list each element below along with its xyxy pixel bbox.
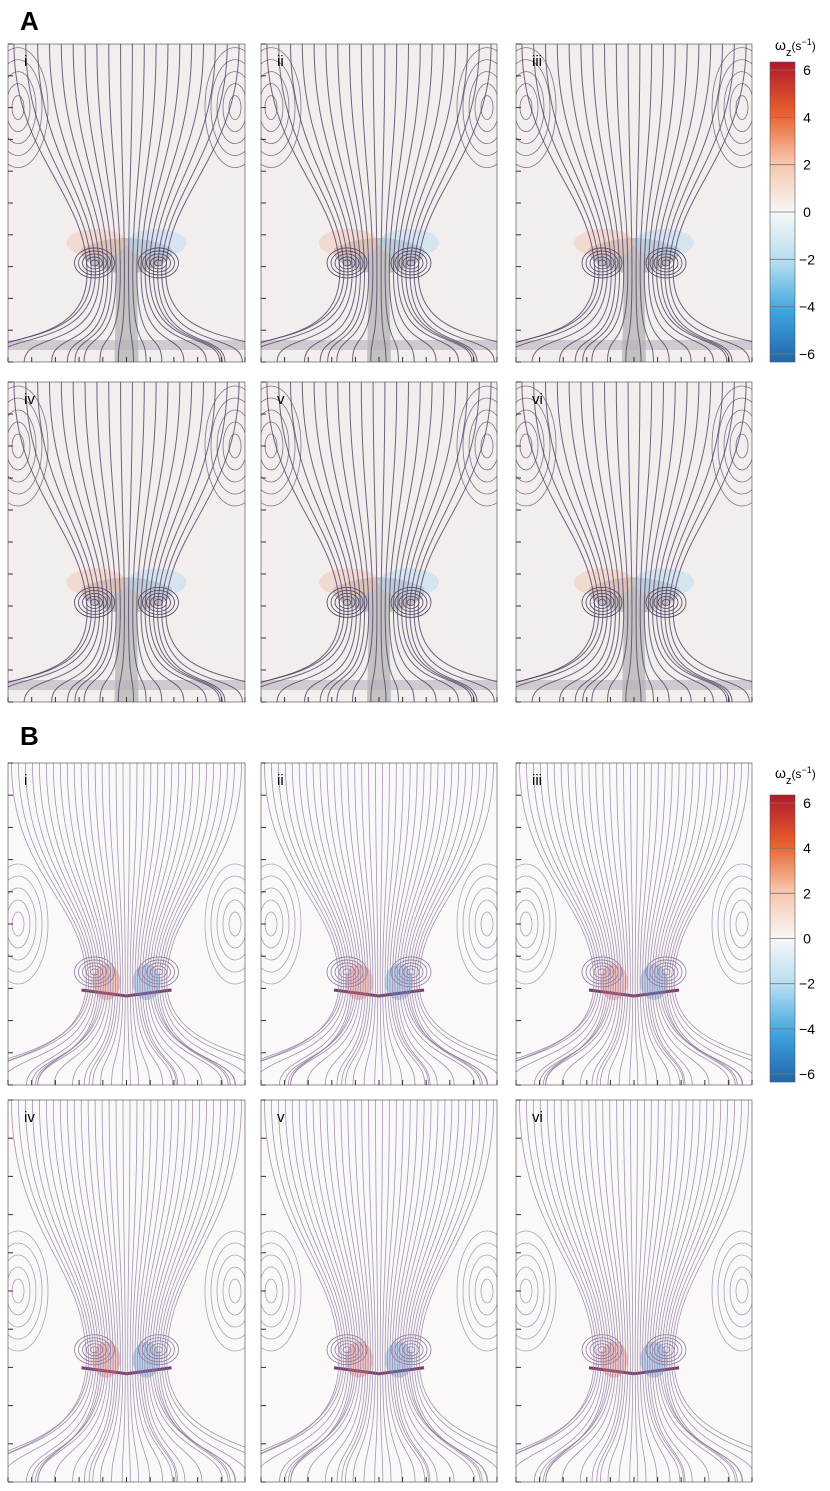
colorbar-tick-label: −6 [799,1066,815,1082]
colorbar-tick-label: −2 [799,251,815,267]
colorbar-title-part: ω [775,37,786,53]
panel-label: B [20,721,39,751]
subpanel: v [221,1100,551,1482]
colorbar-title-part: ω [775,765,786,781]
colorbar-tick-label: 0 [803,931,811,947]
vortex-tint [67,229,127,257]
colorbar-title-part: (s [791,767,801,781]
vortex-tint [634,568,694,596]
figure: Aiiiiiiivvviωz(s−1)6420−2−4−6Biiiiiiivvv… [0,0,830,1486]
subpanel-label: vi [532,1109,543,1126]
subpanel-label: v [277,1109,285,1126]
subpanel-label: iv [24,1109,35,1126]
colorbar-title-part: ) [812,767,816,781]
subpanel: vi [476,1100,806,1482]
subpanel: iii [476,763,806,1085]
colorbar-title: ωz(s−1) [775,765,816,787]
subpanel: iv [0,1100,299,1482]
vortex-tint [379,229,439,257]
colorbar-tick-label: 2 [803,157,811,173]
subpanel: i [0,44,276,362]
subpanel: ii [232,44,528,362]
colorbar-tick-label: 0 [803,204,811,220]
subpanel-label: ii [277,772,284,789]
subpanel: iii [487,44,783,362]
vortex-tint [319,568,379,596]
subpanel-label: v [277,391,285,408]
colorbar-tick-label: 4 [803,840,811,856]
colorbar-title: ωz(s−1) [775,37,816,59]
subpanel: vi [487,382,783,702]
colorbar-tick-label: −4 [799,1021,815,1037]
vortex-tint [67,568,127,596]
vortex-tint [319,229,379,257]
subpanel: iv [0,382,276,702]
colorbar-tick-label: 4 [803,109,811,125]
colorbar-tick-label: 2 [803,885,811,901]
vortex-tint [127,568,187,596]
colorbar-title-part: −1 [801,37,811,47]
colorbar-title-part: ) [812,39,816,53]
subpanel-label: iv [24,391,35,408]
subpanel-label: i [24,772,27,789]
subpanel-label: i [24,53,27,70]
vortex-tint [634,229,694,257]
subpanel-label: iii [532,53,542,70]
vortex-tint [379,568,439,596]
colorbar-title-part: (s [791,39,801,53]
subpanel: ii [221,763,551,1085]
vortex-tint [574,229,634,257]
subpanel-label: iii [532,772,542,789]
subpanel-label: ii [277,53,284,70]
colorbar-title-part: −1 [801,765,811,775]
colorbar-tick-label: −2 [799,976,815,992]
subpanel: v [232,382,528,702]
panel-label: A [20,6,39,36]
colorbar-tick-label: −6 [799,346,815,362]
vortex-tint [127,229,187,257]
colorbar-tick-label: 6 [803,62,811,78]
vortex-tint [574,568,634,596]
subpanel: i [0,763,299,1085]
colorbar-tick-label: −4 [799,299,815,315]
colorbar-tick-label: 6 [803,795,811,811]
subpanel-label: vi [532,391,543,408]
